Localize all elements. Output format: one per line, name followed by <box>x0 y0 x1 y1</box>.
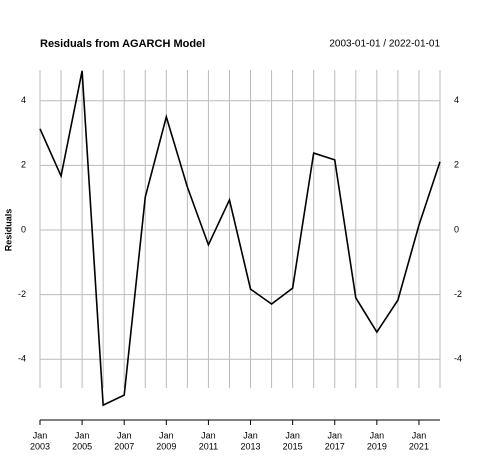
y-tick-label: 4 <box>21 95 26 105</box>
x-tick-label: 2003 <box>30 441 50 451</box>
y-axis-label: Residuals <box>3 209 13 252</box>
x-tick-label: Jan <box>243 430 258 440</box>
y2-tick-label: 0 <box>454 224 459 234</box>
y2-tick-label: -4 <box>454 354 462 364</box>
y2-tick-label: 2 <box>454 160 459 170</box>
x-tick-label: 2019 <box>367 441 387 451</box>
x-tick-label: Jan <box>117 430 132 440</box>
x-tick-label: 2007 <box>114 441 134 451</box>
x-tick-label: 2021 <box>409 441 429 451</box>
y-tick-label: -4 <box>18 354 26 364</box>
y-tick-label: 2 <box>21 160 26 170</box>
x-tick-label: Jan <box>370 430 385 440</box>
x-tick-label: 2015 <box>283 441 303 451</box>
x-tick-label: 2013 <box>241 441 261 451</box>
x-tick-label: 2005 <box>72 441 92 451</box>
y2-tick-label: -2 <box>454 289 462 299</box>
y-tick-label: -2 <box>18 289 26 299</box>
x-tick-label: Jan <box>412 430 427 440</box>
x-tick-label: Jan <box>159 430 174 440</box>
y-tick-label: 0 <box>21 224 26 234</box>
date-range: 2003-01-01 / 2022-01-01 <box>329 39 440 50</box>
series-line <box>39 70 441 407</box>
x-tick-label: 2009 <box>156 441 176 451</box>
x-tick-label: 2017 <box>325 441 345 451</box>
chart-title: Residuals from AGARCH Model <box>40 38 205 50</box>
x-tick-label: Jan <box>33 430 48 440</box>
x-tick-label: Jan <box>75 430 90 440</box>
y2-tick-label: 4 <box>454 95 459 105</box>
x-tick-label: Jan <box>285 430 300 440</box>
x-tick-label: Jan <box>327 430 342 440</box>
x-tick-label: 2011 <box>199 441 218 451</box>
x-tick-label: Jan <box>201 430 216 440</box>
